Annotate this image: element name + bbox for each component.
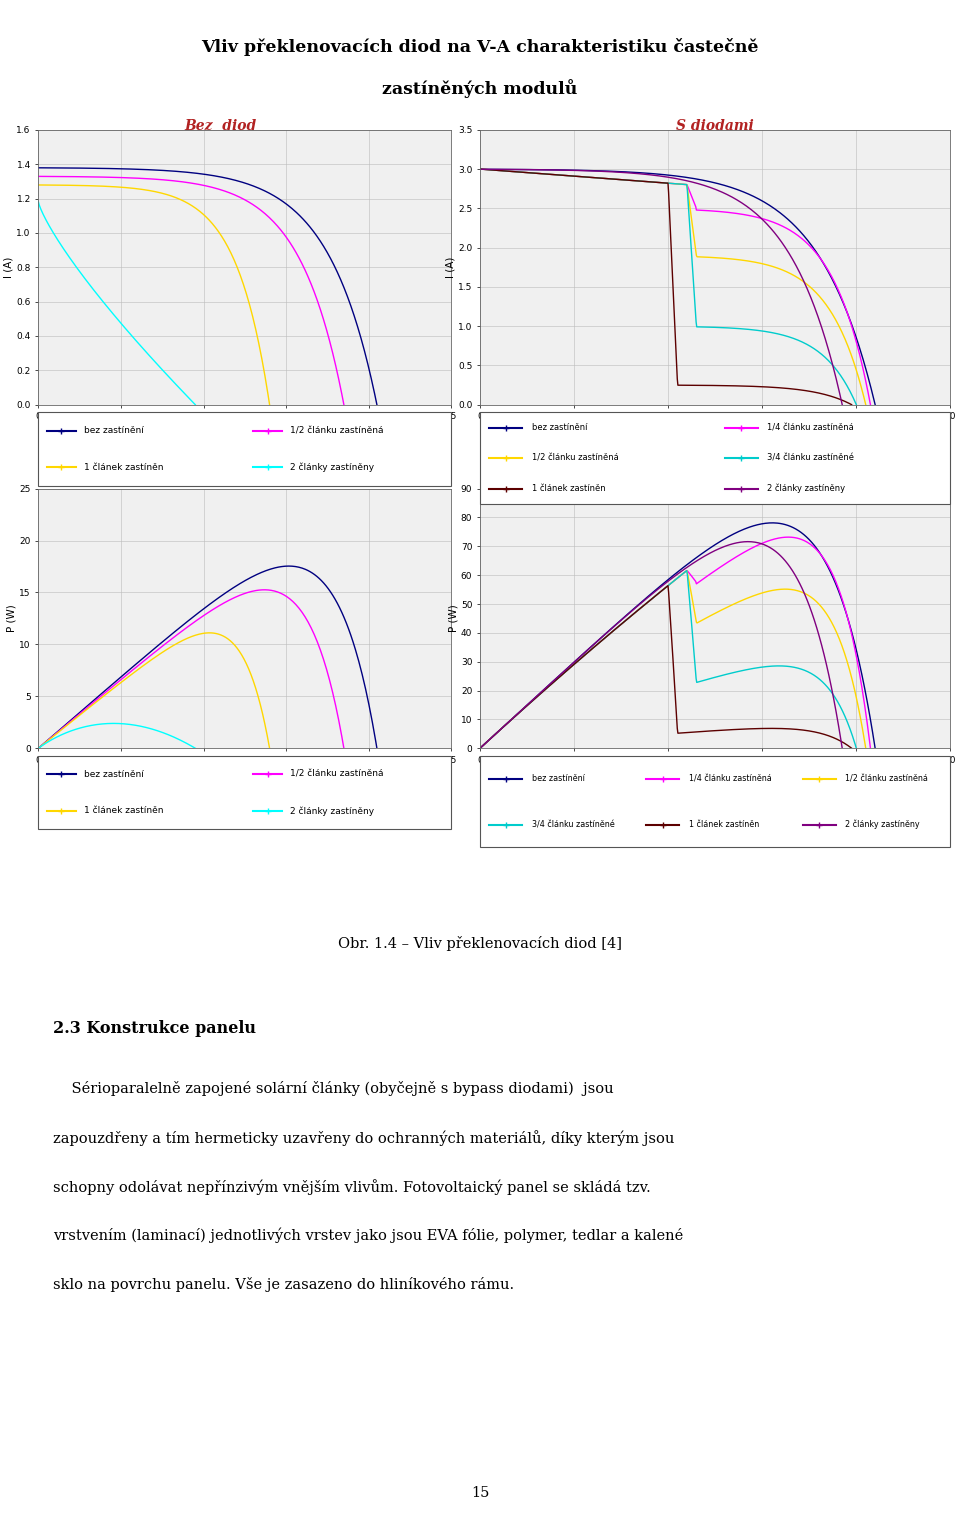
X-axis label: U (V): U (V) <box>703 428 728 437</box>
Text: Sérioparalelně zapojené solární články (obyčejně s bypass diodami)  jsou: Sérioparalelně zapojené solární články (… <box>53 1081 613 1096</box>
Text: 1 článek zastíněn: 1 článek zastíněn <box>84 806 163 815</box>
Text: 1/4 článku zastíněná: 1/4 článku zastíněná <box>688 774 771 783</box>
Y-axis label: P (W): P (W) <box>7 605 16 632</box>
Text: 1/2 článku zastíněná: 1/2 článku zastíněná <box>290 426 384 435</box>
FancyBboxPatch shape <box>480 412 950 504</box>
FancyBboxPatch shape <box>38 412 451 486</box>
Text: 1/2 článku zastíněná: 1/2 článku zastíněná <box>846 774 928 783</box>
Text: 15: 15 <box>470 1486 490 1500</box>
Y-axis label: P (W): P (W) <box>448 605 458 632</box>
Text: zastíněných modulů: zastíněných modulů <box>382 79 578 98</box>
Text: Bez  diod: Bez diod <box>184 119 257 133</box>
Text: schopny odolávat nepřínzivým vnějším vlivům. Fotovoltaický panel se skládá tzv.: schopny odolávat nepřínzivým vnějším vli… <box>53 1179 651 1194</box>
Text: 2 články zastíněny: 2 články zastíněny <box>846 820 920 829</box>
Text: 2 články zastíněny: 2 články zastíněny <box>290 806 374 815</box>
Y-axis label: I (A): I (A) <box>4 257 13 278</box>
FancyBboxPatch shape <box>38 756 451 829</box>
Text: bez zastínění: bez zastínění <box>532 774 585 783</box>
Text: 2.3 Konstrukce panelu: 2.3 Konstrukce panelu <box>53 1020 255 1037</box>
Text: 2 články zastíněny: 2 články zastíněny <box>290 463 374 472</box>
Text: S diodami: S diodami <box>677 119 754 133</box>
Text: 1 článek zastíněn: 1 článek zastíněn <box>688 820 758 829</box>
X-axis label: U (V): U (V) <box>232 428 257 437</box>
FancyBboxPatch shape <box>480 756 950 847</box>
Text: Obr. 1.4 – Vliv překlenovacích diod [4]: Obr. 1.4 – Vliv překlenovacích diod [4] <box>338 936 622 951</box>
Text: zapouzdřeny a tím hermeticky uzavřeny do ochranných materiálů, díky kterým jsou: zapouzdřeny a tím hermeticky uzavřeny do… <box>53 1130 674 1145</box>
Text: 1/4 článku zastíněná: 1/4 článku zastíněná <box>767 423 853 432</box>
X-axis label: U (V): U (V) <box>703 771 728 780</box>
Text: sklo na povrchu panelu. Vše je zasazeno do hliníkového rámu.: sklo na povrchu panelu. Vše je zasazeno … <box>53 1277 514 1292</box>
Text: Vliv překlenovacích diod na V-A charakteristiku častečně: Vliv překlenovacích diod na V-A charakte… <box>202 38 758 56</box>
Text: 1 článek zastíněn: 1 článek zastíněn <box>84 463 163 472</box>
Text: vrstvením (laminací) jednotlivých vrstev jako jsou EVA fólie, polymer, tedlar a : vrstvením (laminací) jednotlivých vrstev… <box>53 1228 684 1243</box>
Text: bez zastínění: bez zastínění <box>532 423 588 432</box>
Text: bez zastínění: bez zastínění <box>84 770 144 779</box>
Text: 1/2 článku zastíněná: 1/2 článku zastíněná <box>290 770 384 779</box>
Text: bez zastínění: bez zastínění <box>84 426 144 435</box>
Text: 1/2 článku zastíněná: 1/2 článku zastíněná <box>532 454 618 463</box>
Text: 1 článek zastíněn: 1 článek zastíněn <box>532 484 606 493</box>
Text: 3/4 článku zastíněné: 3/4 článku zastíněné <box>532 820 614 829</box>
Text: 3/4 článku zastíněné: 3/4 článku zastíněné <box>767 454 854 463</box>
Text: 2 články zastíněny: 2 články zastíněny <box>767 484 845 493</box>
Y-axis label: I (A): I (A) <box>445 257 455 278</box>
X-axis label: U (V): U (V) <box>232 771 257 780</box>
